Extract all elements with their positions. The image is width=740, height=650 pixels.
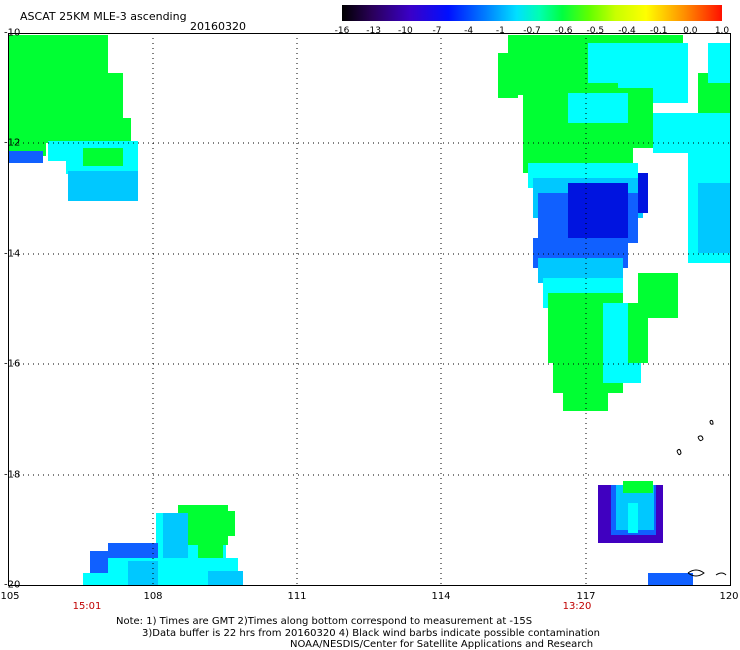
map-plot <box>8 33 731 586</box>
colorbar-label: -4 <box>464 26 474 36</box>
swath-cell <box>621 363 641 383</box>
colorbar-label: -0.6 <box>554 26 573 36</box>
swath-cell <box>638 173 648 213</box>
swath-cell <box>628 503 638 533</box>
swath-cell <box>563 383 608 411</box>
note-line-1: Note: 1) Times are GMT 2)Times along bot… <box>116 616 533 627</box>
lon-label-120: 120 <box>719 591 739 602</box>
colorbar-label: -10 <box>397 26 413 36</box>
lon-label-114: 114 <box>431 591 451 602</box>
wind-swath-data <box>8 35 731 586</box>
time-label-left: 15:01 <box>72 601 102 612</box>
lon-label-111: 111 <box>287 591 307 602</box>
colorbar-label: -0.5 <box>586 26 605 36</box>
swath-cell <box>698 183 731 253</box>
lon-label-108: 108 <box>143 591 163 602</box>
swath-cell <box>708 43 731 83</box>
swath-cell <box>498 53 518 98</box>
swath-cell <box>8 118 131 143</box>
colorbar-label: -7 <box>432 26 442 36</box>
swath-cell <box>8 73 123 123</box>
colorbar-label: -0.4 <box>618 26 636 36</box>
lon-label-117: 117 <box>576 591 596 602</box>
map-border <box>8 33 731 586</box>
swath-cell <box>568 93 628 123</box>
swath-cell <box>568 183 628 238</box>
colorbar-label: 0.0 <box>683 26 698 36</box>
product-title: ASCAT 25KM MLE-3 ascending <box>20 10 187 23</box>
note-line-3: NOAA/NESDIS/Center for Satellite Applica… <box>290 639 594 650</box>
lat-label-20s: -20 <box>4 579 21 591</box>
lat-label-14s: -14 <box>4 248 21 260</box>
colorbar-label: -13 <box>366 26 382 36</box>
colorbar-label: -0.1 <box>649 26 668 36</box>
colorbar-label: -0.7 <box>523 26 541 36</box>
swath-cell <box>208 571 243 586</box>
lat-label-12s: -12 <box>4 137 21 149</box>
lat-label-18s: -18 <box>4 469 21 481</box>
swath-cell <box>68 171 138 201</box>
swath-cell <box>83 573 123 586</box>
colorbar-label: -1 <box>495 26 505 36</box>
colorbar-label: -16 <box>334 26 350 36</box>
swath-cell <box>623 481 653 493</box>
time-label-right: 13:20 <box>562 601 592 612</box>
note-line-2: 3)Data buffer is 22 hrs from 20160320 4)… <box>142 628 600 639</box>
lat-label-16s: -16 <box>4 358 21 370</box>
swath-cell <box>8 151 43 163</box>
coastline-islands <box>676 419 727 577</box>
product-date: 20160320 <box>190 20 246 33</box>
lat-label-10s: -10 <box>4 27 21 39</box>
lat-lon-grid <box>8 33 731 586</box>
colorbar-label: 1.0 <box>714 26 730 36</box>
swath-cell <box>83 148 123 166</box>
swath-cell <box>8 35 108 80</box>
swath-cell <box>648 573 693 586</box>
swath-cell <box>223 511 235 536</box>
colorbar <box>342 5 722 21</box>
lon-label-105: 105 <box>0 591 20 602</box>
swath-cell <box>638 273 678 318</box>
